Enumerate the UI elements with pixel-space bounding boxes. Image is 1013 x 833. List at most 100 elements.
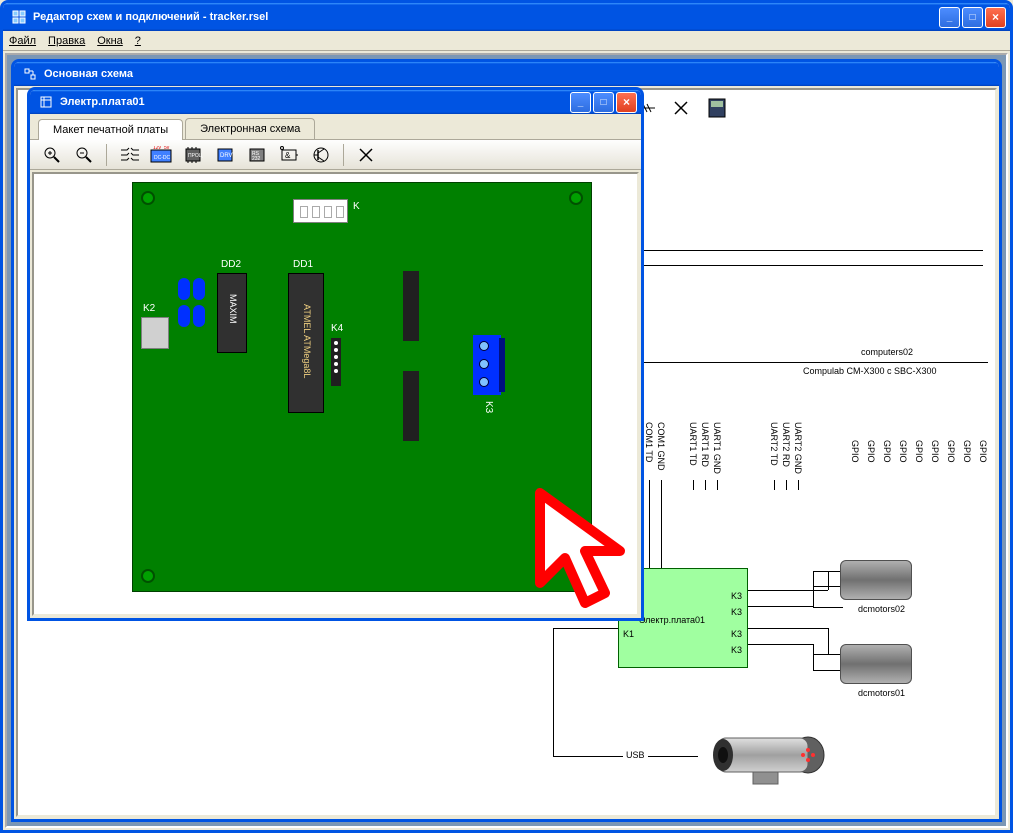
svg-text:232: 232 [252,156,261,162]
pin-com1-td: COM1 TD [644,422,654,462]
tool-transistor-icon[interactable] [307,143,335,167]
tool-dcdc-icon[interactable]: 12v5v DC-DC [147,143,175,167]
menu-help[interactable]: ? [135,35,141,47]
pcb-cap-4[interactable] [193,305,205,327]
pin-com1-gnd: COM1 GND [656,422,666,471]
sch-pin-k3a: K3 [731,591,742,601]
tool-rs232-icon[interactable]: RS232 [243,143,271,167]
pcb-chip-dd2[interactable]: MAXIM [217,273,247,353]
svg-text:&: & [285,151,291,160]
schematic-titlebar[interactable]: Основная схема [14,62,999,86]
pcb-maximize-button[interactable]: □ [593,92,614,113]
pin-uart1-gnd: UART1 GND [712,422,722,474]
sch-pin-k3c: K3 [731,629,742,639]
pin-uart2-gnd: UART2 GND [793,422,803,474]
tool-connector-icon[interactable] [115,143,143,167]
label-computers: computers02 [861,347,913,357]
pcb-tabs: Макет печатной платы Электронная схема [30,114,641,140]
pcb-chip-dd2-label: MAXIM [228,294,238,324]
pcb-ref-k3: K3 [483,401,494,413]
svg-text:12v: 12v [153,146,162,151]
mdi-workspace: Основная схема [5,53,1008,828]
pcb-ref-k-top: K [353,201,360,212]
pcb-title: Электр.плата01 [60,96,570,108]
pcb-ref-dd2: DD2 [221,259,241,270]
pcb-header-top[interactable] [403,271,419,341]
main-close-button[interactable]: × [985,7,1006,28]
pin-gpio-4: GPIO [914,440,924,463]
pcb-board[interactable]: K K2 DD2 MAXIM DD1 [132,182,592,592]
tool-delete-pcb-icon[interactable] [352,143,380,167]
menu-file[interactable]: Файл [9,35,36,47]
pcb-cap-2[interactable] [193,278,205,300]
usb-label: USB [626,750,645,760]
zoom-in-icon[interactable] [38,143,66,167]
tab-schematic[interactable]: Электронная схема [185,118,315,139]
pcb-connector-top[interactable] [293,199,348,223]
svg-text:DC-DC: DC-DC [154,155,170,161]
motor-1-label: dcmotors02 [858,604,905,614]
sch-pin-k3b: K3 [731,607,742,617]
pin-gpio-7: GPIO [962,440,972,463]
menubar: Файл Правка Окна ? [3,31,1010,51]
menu-edit[interactable]: Правка [48,35,85,47]
camera[interactable] [698,720,828,780]
sch-pin-k3d: K3 [731,645,742,655]
tab-pcb-layout[interactable]: Макет печатной платы [38,119,183,140]
pin-uart2-rd: UART2 RD [781,422,791,467]
main-title: Редактор схем и подключений - tracker.rs… [33,11,939,23]
svg-text:ПРОЦ: ПРОЦ [188,153,203,159]
svg-text:DRV: DRV [220,153,233,159]
pin-uart1-td: UART1 TD [688,422,698,466]
pin-gpio-6: GPIO [946,440,956,463]
main-window: Редактор схем и подключений - tracker.rs… [0,0,1013,833]
pcb-ref-k4: K4 [331,323,343,334]
pcb-icon [38,94,54,110]
main-window-controls: _ □ × [939,7,1006,28]
tool-meter-icon[interactable] [704,95,730,121]
motor-2[interactable] [840,644,912,684]
pcb-window[interactable]: Электр.плата01 _ □ × Макет печатной плат… [27,87,644,621]
pcb-minimize-button[interactable]: _ [570,92,591,113]
zoom-out-icon[interactable] [70,143,98,167]
sch-block-label: Электр.плата01 [639,615,705,625]
menu-windows[interactable]: Окна [97,35,123,47]
main-maximize-button[interactable]: □ [962,7,983,28]
pin-gpio-0: GPIO [850,440,860,463]
pcb-canvas[interactable]: K K2 DD2 MAXIM DD1 [32,172,639,616]
sch-pin-k1: K1 [623,629,634,639]
label-board: Compulab CM-X300 с SBC-X300 [803,366,937,376]
motor-2-label: dcmotors01 [858,688,905,698]
tool-drv-icon[interactable]: DRV [211,143,239,167]
pcb-ref-dd1: DD1 [293,259,313,270]
pcb-window-controls: _ □ × [570,92,637,113]
pcb-connector-k2[interactable] [141,317,169,349]
pcb-ref-k2: K2 [143,303,155,314]
pcb-chip-dd1-label: ATMEL ATMega8L [302,304,312,378]
motor-1[interactable] [840,560,912,600]
pcb-cap-1[interactable] [178,278,190,300]
pin-gpio-1: GPIO [866,440,876,463]
pcb-terminal-k3[interactable] [473,335,501,395]
svg-text:5v: 5v [164,146,170,151]
pcb-toolbar: 12v5v DC-DC ПРОЦ DRV RS232 & [30,140,641,170]
pcb-close-button[interactable]: × [616,92,637,113]
schematic-title: Основная схема [44,68,995,80]
tool-logic-icon[interactable]: & [275,143,303,167]
main-minimize-button[interactable]: _ [939,7,960,28]
pcb-header-bot[interactable] [403,371,419,441]
pin-uart2-td: UART2 TD [769,422,779,466]
pin-gpio-3: GPIO [898,440,908,463]
pin-gpio-5: GPIO [930,440,940,463]
app-icon [11,9,27,25]
pin-gpio-8: GPIO [978,440,988,463]
schematic-icon [22,66,38,82]
main-titlebar[interactable]: Редактор схем и подключений - tracker.rs… [3,3,1010,31]
pcb-cap-3[interactable] [178,305,190,327]
pcb-header-k4[interactable] [331,338,341,386]
tool-delete-icon[interactable] [668,95,694,121]
pin-uart1-rd: UART1 RD [700,422,710,467]
tool-cpu-icon[interactable]: ПРОЦ [179,143,207,167]
pcb-titlebar[interactable]: Электр.плата01 _ □ × [30,90,641,114]
pcb-chip-dd1[interactable]: ATMEL ATMega8L [288,273,324,413]
